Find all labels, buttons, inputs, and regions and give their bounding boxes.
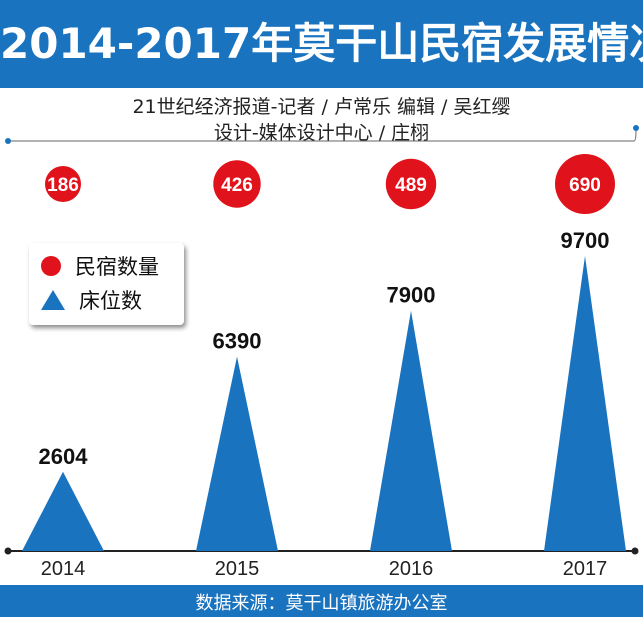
credit-line-designer: 设计-媒体设计中心 / 庄栩 (213, 122, 430, 144)
bed-count-label: 2604 (39, 444, 89, 469)
bed-count-triangle (370, 310, 452, 551)
bed-count-triangle (544, 256, 626, 551)
blue-triangle-icon (41, 290, 65, 310)
legend: 民宿数量 床位数 (29, 243, 184, 325)
credit-divider-hook-right (633, 130, 637, 142)
credit-divider-dot-left (5, 138, 11, 144)
bed-count-triangle (22, 471, 104, 551)
page-title: 2014-2017年莫干山民宿发展情况 (0, 19, 643, 68)
legend-label-homestay-count: 民宿数量 (75, 255, 159, 279)
x-tick-label: 2016 (389, 558, 434, 580)
homestay-count-label: 426 (221, 175, 253, 196)
homestay-count-circle (213, 160, 261, 208)
x-tick-label: 2015 (215, 558, 260, 580)
bed-count-triangle (196, 356, 278, 551)
homestay-count-label: 690 (569, 175, 601, 196)
homestay-count-circle (45, 166, 81, 202)
data-source: 数据来源：莫干山镇旅游办公室 (195, 593, 448, 614)
footer-banner: 数据来源：莫干山镇旅游办公室 (0, 585, 643, 617)
legend-label-bed-count: 床位数 (79, 289, 142, 313)
homestay-count-label: 186 (47, 175, 79, 196)
bed-count-label: 9700 (561, 228, 610, 253)
header-banner: 2014-2017年莫干山民宿发展情况 (0, 0, 643, 88)
homestay-count-circle (385, 158, 437, 210)
bed-count-label: 7900 (387, 283, 436, 308)
homestay-count-label: 489 (395, 175, 427, 196)
x-tick-label: 2014 (41, 558, 86, 580)
x-axis-end-dot-right (631, 547, 639, 555)
red-circle-icon (41, 256, 61, 276)
bed-count-label: 6390 (213, 329, 262, 354)
legend-item-homestay-count: 民宿数量 (41, 253, 159, 279)
homestay-count-circle (555, 154, 615, 214)
credit-divider-dot-right (633, 125, 639, 131)
x-tick-label: 2017 (563, 558, 608, 580)
legend-item-bed-count: 床位数 (41, 287, 142, 313)
x-axis-end-dot-left (4, 547, 12, 555)
credit-line-reporter: 21世纪经济报道-记者 / 卢常乐 编辑 / 吴红缨 (132, 96, 511, 118)
